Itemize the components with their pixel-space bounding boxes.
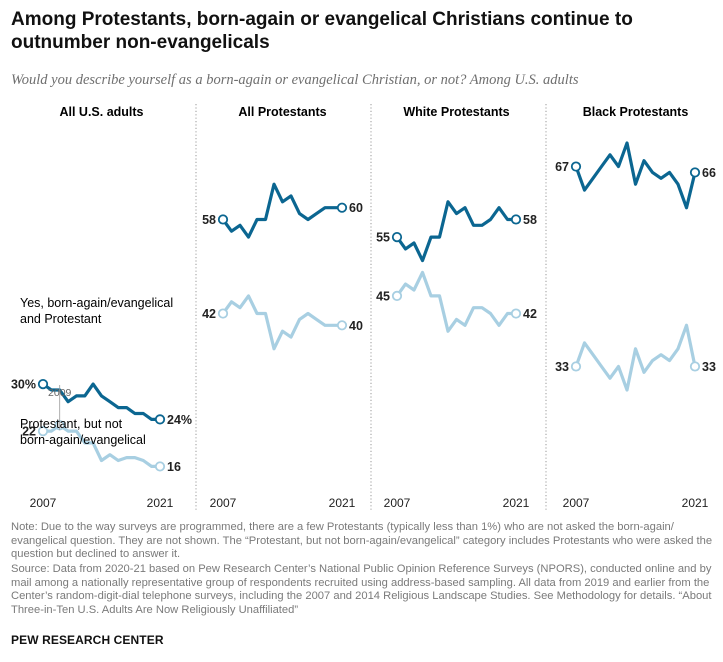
evangelical-point-marker <box>37 378 49 390</box>
data-label-end: 58 <box>523 213 537 227</box>
legend-label-non-evangelical-line1: Protestant, but not <box>20 417 123 431</box>
data-label-start: 67 <box>555 160 569 174</box>
chart-title: Among Protestants, born-again or evangel… <box>11 9 633 53</box>
panel-title: Black Protestants <box>583 105 689 119</box>
data-label-start: 45 <box>376 289 390 303</box>
x-tick-label: 2021 <box>682 496 709 510</box>
evangelical-point-marker <box>217 214 229 225</box>
x-tick-label: 2007 <box>210 496 237 510</box>
data-label-start: 42 <box>202 307 216 321</box>
annotation-2009: 2009 <box>48 387 72 399</box>
data-label-start: 22 <box>22 425 36 439</box>
non-evangelical-point-marker <box>391 290 403 301</box>
attribution: PEW RESEARCH CENTER <box>11 633 164 647</box>
non-evangelical-point-marker <box>689 361 701 372</box>
legend-label-evangelical-line2: and Protestant <box>20 312 102 326</box>
data-label-end: 24% <box>167 413 192 427</box>
non-evangelical-series-line <box>395 270 518 333</box>
data-label-end: 33 <box>702 360 716 374</box>
x-tick-label: 2007 <box>30 496 57 510</box>
data-label-end: 16 <box>167 460 181 474</box>
non-evangelical-point-marker <box>570 361 582 372</box>
small-multiples-chart: All U.S. adults 2007 2021 30% 24% 22 16 2009 Yes… <box>11 104 716 512</box>
x-tick-label: 2021 <box>329 496 356 510</box>
evangelical-point-marker <box>689 167 701 178</box>
evangelical-series-line <box>221 182 344 239</box>
evangelical-point-marker <box>391 232 403 243</box>
evangelical-series-line <box>41 382 162 421</box>
non-evangelical-point-marker <box>336 320 348 331</box>
data-label-end: 40 <box>349 319 363 333</box>
legend-label-evangelical-line1: Yes, born-again/evangelical <box>20 296 173 310</box>
non-evangelical-point-marker <box>510 308 522 319</box>
data-label-start: 33 <box>555 360 569 374</box>
data-label-start: 30% <box>11 378 36 392</box>
evangelical-point-marker <box>570 161 582 172</box>
data-label-end: 60 <box>349 201 363 215</box>
data-label-end: 42 <box>523 307 537 321</box>
non-evangelical-point-marker <box>217 308 229 319</box>
non-evangelical-series-line <box>574 323 697 392</box>
chart-source: Source: Data from 2020-21 based on Pew R… <box>11 563 712 617</box>
panel-title: All Protestants <box>238 105 326 119</box>
evangelical-point-marker <box>336 202 348 213</box>
x-tick-label: 2021 <box>503 496 530 510</box>
x-tick-label: 2007 <box>563 496 590 510</box>
x-tick-label: 2021 <box>147 496 174 510</box>
panel-title: All U.S. adults <box>59 105 143 119</box>
data-label-start: 55 <box>376 231 390 245</box>
evangelical-point-marker <box>510 214 522 225</box>
x-tick-label: 2007 <box>384 496 411 510</box>
data-label-end: 66 <box>702 166 716 180</box>
data-label-start: 58 <box>202 213 216 227</box>
non-evangelical-series-line <box>221 294 344 351</box>
chart-subtitle: Would you describe yourself as a born-ag… <box>11 72 579 88</box>
evangelical-point-marker <box>154 414 166 425</box>
non-evangelical-point-marker <box>37 426 49 437</box>
chart-note: Note: Due to the way surveys are program… <box>11 521 713 561</box>
panel-title: White Protestants <box>403 105 509 119</box>
legend-label-non-evangelical-line2: born-again/evangelical <box>20 433 146 447</box>
evangelical-series-line <box>395 200 518 263</box>
evangelical-series-line <box>574 141 697 210</box>
non-evangelical-point-marker <box>154 461 166 472</box>
